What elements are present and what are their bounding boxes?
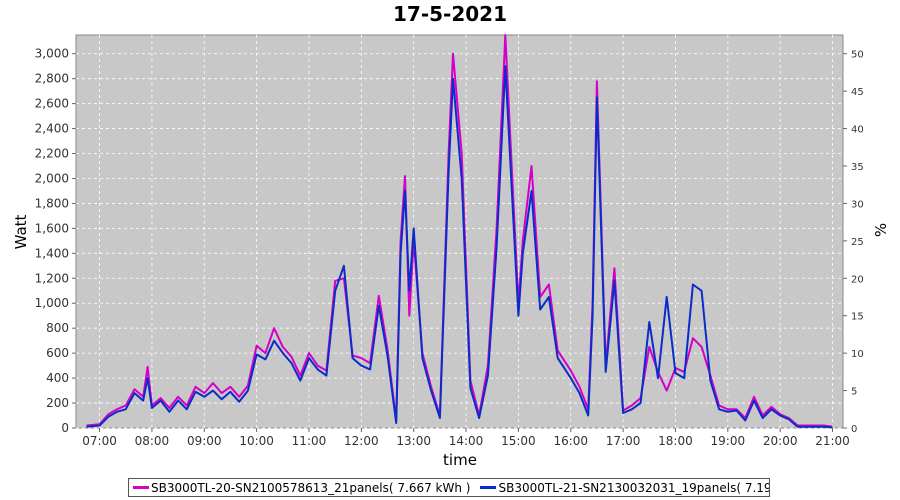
legend: SB3000TL-20-SN2100578613_21panels( 7.667… — [128, 478, 770, 497]
x-tick-label: 16:00 — [553, 434, 588, 448]
y-tick-label: 2,800 — [35, 72, 69, 86]
x-tick-label: 20:00 — [763, 434, 798, 448]
legend-label-series-1: SB3000TL-20-SN2100578613_21panels( 7.667… — [151, 480, 471, 495]
y2-tick-label: 5 — [851, 387, 857, 398]
plot-area — [75, 34, 844, 429]
y-tick-label: 800 — [46, 321, 69, 335]
y-tick-label: 1,200 — [35, 271, 69, 285]
x-tick-label: 18:00 — [658, 434, 693, 448]
y2-tick-label: 15 — [851, 312, 864, 323]
x-tick-label: 21:00 — [815, 434, 850, 448]
x-axis-label: time — [443, 451, 477, 469]
y2-tick-label: 50 — [851, 50, 864, 61]
y-tick-label: 2,200 — [35, 147, 69, 161]
y2-axis-tick-labels: 0 5 10 15 20 25 30 35 40 45 50 — [851, 50, 864, 435]
legend-label-series-2: SB3000TL-21-SN2130032031_19panels( 7.191… — [498, 480, 769, 495]
y-tick-label: 2,600 — [35, 97, 69, 111]
y2-tick-label: 0 — [851, 424, 857, 435]
y2-tick-label: 20 — [851, 274, 864, 285]
legend-swatch-series-1 — [133, 486, 149, 489]
y-tick-label: 3,000 — [35, 47, 69, 61]
y-tick-label: 600 — [46, 346, 69, 360]
y2-tick-label: 45 — [851, 87, 864, 98]
y-tick-label: 200 — [46, 396, 69, 410]
y-axis-label: Watt — [12, 214, 30, 249]
x-tick-label: 14:00 — [449, 434, 484, 448]
series-line-2 — [86, 65, 833, 429]
y-tick-label: 0 — [61, 421, 69, 435]
x-tick-label: 09:00 — [187, 434, 222, 448]
legend-item-series-1: SB3000TL-20-SN2100578613_21panels( 7.667… — [133, 481, 470, 495]
legend-swatch-series-2 — [480, 486, 497, 489]
series-lines — [86, 34, 833, 429]
y-tick-label: 1,800 — [35, 196, 69, 210]
x-tick-label: 12:00 — [344, 434, 379, 448]
x-tick-label: 07:00 — [82, 434, 117, 448]
x-tick-label: 19:00 — [711, 434, 746, 448]
y2-axis-label: % — [872, 223, 890, 237]
y2-tick-label: 35 — [851, 162, 864, 173]
legend-item-series-2: SB3000TL-21-SN2130032031_19panels( 7.191… — [480, 480, 769, 495]
x-tick-label: 11:00 — [292, 434, 327, 448]
y-tick-label: 400 — [46, 371, 69, 385]
y2-tick-label: 25 — [851, 237, 864, 248]
x-tick-label: 10:00 — [239, 434, 274, 448]
y-tick-label: 2,400 — [35, 122, 69, 136]
y2-tick-label: 10 — [851, 349, 864, 360]
chart-title: 17-5-2021 — [393, 2, 507, 26]
y2-tick-label: 30 — [851, 199, 864, 210]
y-tick-label: 1,600 — [35, 221, 69, 235]
y-tick-label: 2,000 — [35, 171, 69, 185]
y2-tick-label: 40 — [851, 125, 864, 136]
x-tick-label: 13:00 — [396, 434, 431, 448]
x-tick-label: 15:00 — [501, 434, 536, 448]
x-axis-tick-labels: 07:00 08:00 09:00 10:00 11:00 12:00 13:00 14:00… — [82, 434, 850, 448]
grid-lines — [72, 35, 847, 432]
x-tick-label: 08:00 — [135, 434, 170, 448]
series-line-1 — [86, 34, 833, 428]
y-axis-tick-labels: 0 200 400 600 800 1,000 1,200 1,400 1,600 1,800 2,… — [35, 47, 69, 435]
y-tick-label: 1,400 — [35, 246, 69, 260]
y-tick-label: 1,000 — [35, 296, 69, 310]
x-tick-label: 17:00 — [606, 434, 641, 448]
